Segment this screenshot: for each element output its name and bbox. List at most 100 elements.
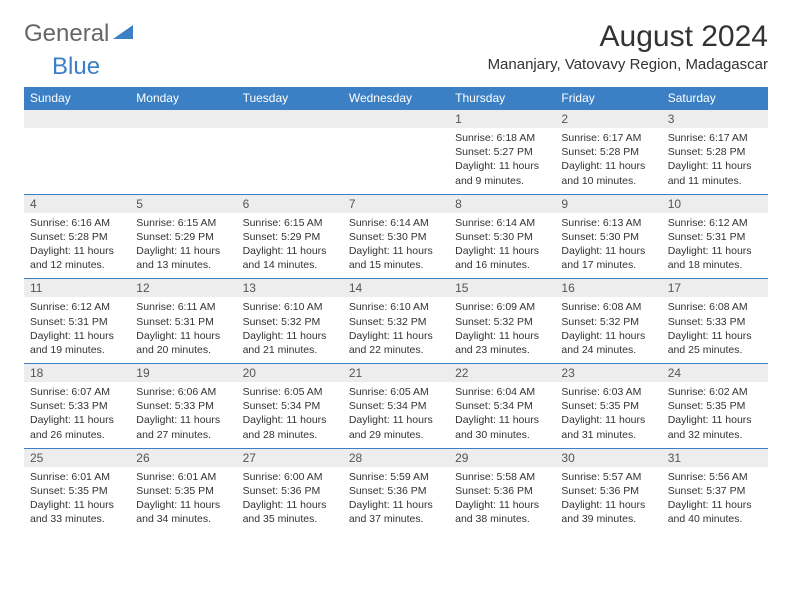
day-number: 6 xyxy=(237,195,343,213)
day-info: Sunrise: 6:11 AMSunset: 5:31 PMDaylight:… xyxy=(130,297,236,363)
title-block: August 2024 Mananjary, Vatovavy Region, … xyxy=(488,20,768,73)
month-title: August 2024 xyxy=(488,20,768,54)
weekday-header: Monday xyxy=(130,87,236,110)
empty-day xyxy=(130,110,236,128)
day-info: Sunrise: 6:01 AMSunset: 5:35 PMDaylight:… xyxy=(130,467,236,533)
day-info: Sunrise: 5:56 AMSunset: 5:37 PMDaylight:… xyxy=(662,467,768,533)
day-info: Sunrise: 6:03 AMSunset: 5:35 PMDaylight:… xyxy=(555,382,661,448)
day-cell: 20Sunrise: 6:05 AMSunset: 5:34 PMDayligh… xyxy=(237,364,343,449)
day-info: Sunrise: 6:15 AMSunset: 5:29 PMDaylight:… xyxy=(237,213,343,279)
day-cell: 21Sunrise: 6:05 AMSunset: 5:34 PMDayligh… xyxy=(343,364,449,449)
day-info: Sunrise: 6:02 AMSunset: 5:35 PMDaylight:… xyxy=(662,382,768,448)
day-number: 5 xyxy=(130,195,236,213)
day-cell: 11Sunrise: 6:12 AMSunset: 5:31 PMDayligh… xyxy=(24,279,130,364)
calendar-table: SundayMondayTuesdayWednesdayThursdayFrid… xyxy=(24,87,768,532)
day-cell: 15Sunrise: 6:09 AMSunset: 5:32 PMDayligh… xyxy=(449,279,555,364)
day-number: 20 xyxy=(237,364,343,382)
weekday-header: Friday xyxy=(555,87,661,110)
calendar-body: 1Sunrise: 6:18 AMSunset: 5:27 PMDaylight… xyxy=(24,110,768,533)
day-cell: 2Sunrise: 6:17 AMSunset: 5:28 PMDaylight… xyxy=(555,110,661,195)
day-cell: 18Sunrise: 6:07 AMSunset: 5:33 PMDayligh… xyxy=(24,364,130,449)
day-info: Sunrise: 6:17 AMSunset: 5:28 PMDaylight:… xyxy=(662,128,768,194)
day-number: 23 xyxy=(555,364,661,382)
day-cell: 29Sunrise: 5:58 AMSunset: 5:36 PMDayligh… xyxy=(449,448,555,532)
day-info: Sunrise: 6:00 AMSunset: 5:36 PMDaylight:… xyxy=(237,467,343,533)
day-cell: 1Sunrise: 6:18 AMSunset: 5:27 PMDaylight… xyxy=(449,110,555,195)
day-number: 8 xyxy=(449,195,555,213)
day-info: Sunrise: 6:05 AMSunset: 5:34 PMDaylight:… xyxy=(343,382,449,448)
day-info: Sunrise: 5:58 AMSunset: 5:36 PMDaylight:… xyxy=(449,467,555,533)
day-cell xyxy=(24,110,130,195)
day-cell: 12Sunrise: 6:11 AMSunset: 5:31 PMDayligh… xyxy=(130,279,236,364)
day-number: 24 xyxy=(662,364,768,382)
day-number: 17 xyxy=(662,279,768,297)
day-info: Sunrise: 6:15 AMSunset: 5:29 PMDaylight:… xyxy=(130,213,236,279)
day-info: Sunrise: 6:08 AMSunset: 5:32 PMDaylight:… xyxy=(555,297,661,363)
day-number: 27 xyxy=(237,449,343,467)
day-number: 2 xyxy=(555,110,661,128)
day-cell: 14Sunrise: 6:10 AMSunset: 5:32 PMDayligh… xyxy=(343,279,449,364)
day-number: 13 xyxy=(237,279,343,297)
day-info: Sunrise: 6:13 AMSunset: 5:30 PMDaylight:… xyxy=(555,213,661,279)
day-number: 19 xyxy=(130,364,236,382)
day-number: 7 xyxy=(343,195,449,213)
day-number: 4 xyxy=(24,195,130,213)
day-number: 3 xyxy=(662,110,768,128)
day-number: 26 xyxy=(130,449,236,467)
day-number: 11 xyxy=(24,279,130,297)
day-number: 21 xyxy=(343,364,449,382)
day-info: Sunrise: 6:01 AMSunset: 5:35 PMDaylight:… xyxy=(24,467,130,533)
day-info: Sunrise: 6:04 AMSunset: 5:34 PMDaylight:… xyxy=(449,382,555,448)
logo-text-1: General xyxy=(24,20,109,48)
calendar-row: 1Sunrise: 6:18 AMSunset: 5:27 PMDaylight… xyxy=(24,110,768,195)
day-info: Sunrise: 6:09 AMSunset: 5:32 PMDaylight:… xyxy=(449,297,555,363)
day-info: Sunrise: 6:06 AMSunset: 5:33 PMDaylight:… xyxy=(130,382,236,448)
day-cell: 7Sunrise: 6:14 AMSunset: 5:30 PMDaylight… xyxy=(343,194,449,279)
logo-text-2: Blue xyxy=(52,53,100,81)
day-cell: 23Sunrise: 6:03 AMSunset: 5:35 PMDayligh… xyxy=(555,364,661,449)
day-cell: 25Sunrise: 6:01 AMSunset: 5:35 PMDayligh… xyxy=(24,448,130,532)
day-number: 14 xyxy=(343,279,449,297)
empty-day xyxy=(24,110,130,128)
day-info: Sunrise: 6:10 AMSunset: 5:32 PMDaylight:… xyxy=(237,297,343,363)
empty-day xyxy=(237,110,343,128)
day-info: Sunrise: 6:05 AMSunset: 5:34 PMDaylight:… xyxy=(237,382,343,448)
empty-day xyxy=(343,110,449,128)
day-number: 12 xyxy=(130,279,236,297)
day-info: Sunrise: 6:18 AMSunset: 5:27 PMDaylight:… xyxy=(449,128,555,194)
day-info: Sunrise: 6:14 AMSunset: 5:30 PMDaylight:… xyxy=(343,213,449,279)
day-cell: 31Sunrise: 5:56 AMSunset: 5:37 PMDayligh… xyxy=(662,448,768,532)
day-info: Sunrise: 6:08 AMSunset: 5:33 PMDaylight:… xyxy=(662,297,768,363)
day-number: 25 xyxy=(24,449,130,467)
day-cell: 16Sunrise: 6:08 AMSunset: 5:32 PMDayligh… xyxy=(555,279,661,364)
day-cell: 4Sunrise: 6:16 AMSunset: 5:28 PMDaylight… xyxy=(24,194,130,279)
day-number: 30 xyxy=(555,449,661,467)
weekday-header: Thursday xyxy=(449,87,555,110)
day-info: Sunrise: 6:14 AMSunset: 5:30 PMDaylight:… xyxy=(449,213,555,279)
day-cell xyxy=(130,110,236,195)
day-info: Sunrise: 6:10 AMSunset: 5:32 PMDaylight:… xyxy=(343,297,449,363)
day-number: 29 xyxy=(449,449,555,467)
day-number: 15 xyxy=(449,279,555,297)
day-cell: 22Sunrise: 6:04 AMSunset: 5:34 PMDayligh… xyxy=(449,364,555,449)
day-info: Sunrise: 6:12 AMSunset: 5:31 PMDaylight:… xyxy=(662,213,768,279)
day-cell: 6Sunrise: 6:15 AMSunset: 5:29 PMDaylight… xyxy=(237,194,343,279)
day-cell: 8Sunrise: 6:14 AMSunset: 5:30 PMDaylight… xyxy=(449,194,555,279)
logo-triangle-icon xyxy=(113,20,135,48)
weekday-header: Saturday xyxy=(662,87,768,110)
calendar-row: 18Sunrise: 6:07 AMSunset: 5:33 PMDayligh… xyxy=(24,364,768,449)
calendar-row: 25Sunrise: 6:01 AMSunset: 5:35 PMDayligh… xyxy=(24,448,768,532)
day-cell: 5Sunrise: 6:15 AMSunset: 5:29 PMDaylight… xyxy=(130,194,236,279)
calendar-row: 4Sunrise: 6:16 AMSunset: 5:28 PMDaylight… xyxy=(24,194,768,279)
day-cell: 3Sunrise: 6:17 AMSunset: 5:28 PMDaylight… xyxy=(662,110,768,195)
day-info: Sunrise: 6:12 AMSunset: 5:31 PMDaylight:… xyxy=(24,297,130,363)
day-number: 1 xyxy=(449,110,555,128)
weekday-header: Sunday xyxy=(24,87,130,110)
day-number: 18 xyxy=(24,364,130,382)
day-cell: 19Sunrise: 6:06 AMSunset: 5:33 PMDayligh… xyxy=(130,364,236,449)
day-cell xyxy=(237,110,343,195)
day-cell: 24Sunrise: 6:02 AMSunset: 5:35 PMDayligh… xyxy=(662,364,768,449)
day-number: 9 xyxy=(555,195,661,213)
weekday-header-row: SundayMondayTuesdayWednesdayThursdayFrid… xyxy=(24,87,768,110)
day-number: 31 xyxy=(662,449,768,467)
